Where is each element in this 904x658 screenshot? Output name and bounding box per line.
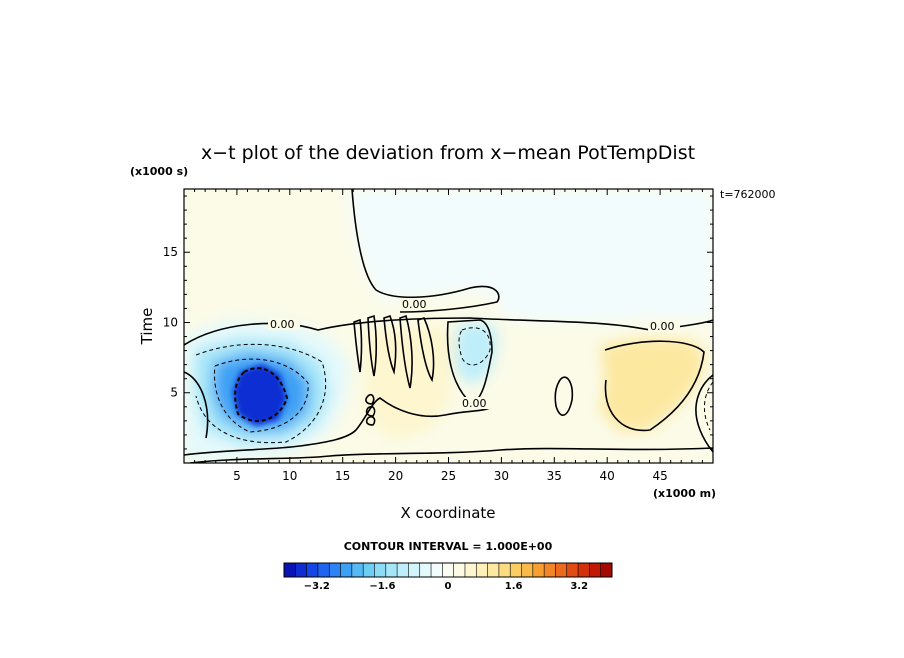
y-unit-label: (x1000 s) bbox=[130, 165, 188, 178]
y-tick-label: 15 bbox=[163, 245, 178, 259]
contour-minus1-right bbox=[703, 381, 713, 431]
contour-zero-sliver-2 bbox=[367, 314, 378, 377]
colorbar-swatch bbox=[589, 563, 602, 577]
contour-minus1 bbox=[195, 343, 327, 444]
contour-zero-loop-1 bbox=[365, 393, 375, 405]
colorbar-swatch bbox=[532, 563, 545, 577]
colorbar-tick-label: 3.2 bbox=[570, 581, 588, 592]
colorbar-swatch bbox=[306, 563, 319, 577]
colorbar-swatch bbox=[521, 563, 534, 577]
colorbar-swatch bbox=[555, 563, 568, 577]
colorbar-swatch bbox=[340, 563, 353, 577]
contour-label-bg-4 bbox=[648, 320, 680, 332]
colorbar-swatch bbox=[431, 563, 443, 577]
colorbar-swatch bbox=[397, 563, 409, 577]
x-tick-label: 25 bbox=[441, 469, 456, 483]
x-tick-label: 15 bbox=[335, 469, 350, 483]
colorbar-tick-labels: −3.2 −1.6 0 1.6 3.2 bbox=[304, 581, 588, 592]
contour-zero-sliver-5 bbox=[417, 317, 435, 383]
region-cold-pocket bbox=[455, 322, 498, 385]
contour-zero-sliver-4 bbox=[399, 314, 413, 389]
colorbar-tick-label: −3.2 bbox=[304, 581, 330, 592]
contour-label-bg-1 bbox=[268, 318, 300, 330]
x-axis-label: X coordinate bbox=[400, 504, 495, 522]
contour-label-1: 0.00 bbox=[270, 318, 295, 331]
contour-minus2 bbox=[213, 358, 309, 433]
contour-label-4: 0.00 bbox=[650, 320, 675, 333]
colorbar-swatch bbox=[419, 563, 432, 577]
region-cold-core bbox=[233, 364, 287, 426]
contour-zero-bottom bbox=[189, 447, 713, 463]
colorbar-swatch bbox=[351, 563, 364, 577]
contour-zero-right-lobe bbox=[604, 340, 705, 432]
contour-zero-upper bbox=[351, 189, 500, 313]
colorbar-swatch bbox=[284, 563, 296, 577]
colorbar-swatch bbox=[600, 563, 613, 577]
y-tick-label: 5 bbox=[170, 386, 178, 400]
colorbar-swatch bbox=[317, 563, 330, 577]
x-tick-label: 30 bbox=[494, 469, 509, 483]
contour-zero-loop-3 bbox=[365, 415, 376, 426]
contour-minus1-pocket bbox=[458, 327, 491, 366]
contour-label-bg-2 bbox=[400, 298, 432, 310]
colorbar-tick-label: 1.6 bbox=[505, 581, 523, 592]
colorbar bbox=[283, 562, 613, 578]
colorbar-swatch bbox=[408, 563, 421, 577]
contour-zero-sliver-1 bbox=[353, 318, 363, 373]
x-tick-label: 45 bbox=[652, 469, 667, 483]
contour-label-3: 0.00 bbox=[462, 397, 487, 410]
y-tick-label: 10 bbox=[163, 315, 178, 329]
colorbar-swatch bbox=[544, 563, 556, 577]
contour-zero-left-lobe bbox=[184, 371, 209, 439]
axis-ticks: 5 10 15 20 25 30 35 40 45 5 10 15 bbox=[163, 189, 713, 483]
field bbox=[184, 189, 713, 463]
contour-interval-text: CONTOUR INTERVAL = 1.000E+00 bbox=[344, 540, 553, 553]
time-annotation: t=762000 bbox=[720, 188, 776, 201]
colorbar-swatch bbox=[453, 563, 466, 577]
region-upper-cold-band bbox=[350, 189, 713, 322]
colorbar-swatch bbox=[487, 563, 500, 577]
x-tick-label: 40 bbox=[600, 469, 615, 483]
colorbar-swatch bbox=[464, 563, 477, 577]
colorbar-frame bbox=[283, 562, 613, 578]
colorbar-swatch bbox=[566, 563, 579, 577]
x-unit-label: (x1000 m) bbox=[653, 487, 716, 500]
contour-label-2: 0.00 bbox=[402, 298, 427, 311]
colorbar-swatch bbox=[510, 563, 523, 577]
x-tick-label: 35 bbox=[547, 469, 562, 483]
colorbar-swatch bbox=[498, 563, 511, 577]
colorbar-swatch bbox=[442, 563, 455, 577]
chart-title: x−t plot of the deviation from x−mean Po… bbox=[201, 142, 695, 164]
contour-zero-pocket bbox=[446, 319, 493, 405]
colorbar-tick-label: −1.6 bbox=[369, 581, 395, 592]
contour-zero-lower bbox=[184, 397, 491, 456]
y-axis-label: Time bbox=[138, 308, 156, 346]
colorbar-swatch bbox=[385, 563, 398, 577]
contour-label-bg-3 bbox=[460, 397, 492, 409]
x-tick-label: 20 bbox=[388, 469, 403, 483]
colorbar-swatch bbox=[295, 563, 308, 577]
colorbar-tick-label: 0 bbox=[445, 581, 452, 592]
region-warm-right bbox=[600, 338, 705, 432]
contour-zero-sliver-3 bbox=[383, 314, 397, 375]
contour-zero-mid-small bbox=[554, 376, 574, 416]
x-tick-label: 10 bbox=[282, 469, 297, 483]
colorbar-swatch bbox=[363, 563, 375, 577]
contour-minus3 bbox=[234, 367, 289, 422]
colorbar-swatch bbox=[476, 563, 489, 577]
colorbar-swatch bbox=[374, 563, 387, 577]
colorbar-swatch bbox=[329, 563, 342, 577]
contour-zero-loop-2 bbox=[365, 405, 376, 417]
colorbar-swatch bbox=[578, 563, 590, 577]
x-tick-label: 5 bbox=[233, 469, 241, 483]
